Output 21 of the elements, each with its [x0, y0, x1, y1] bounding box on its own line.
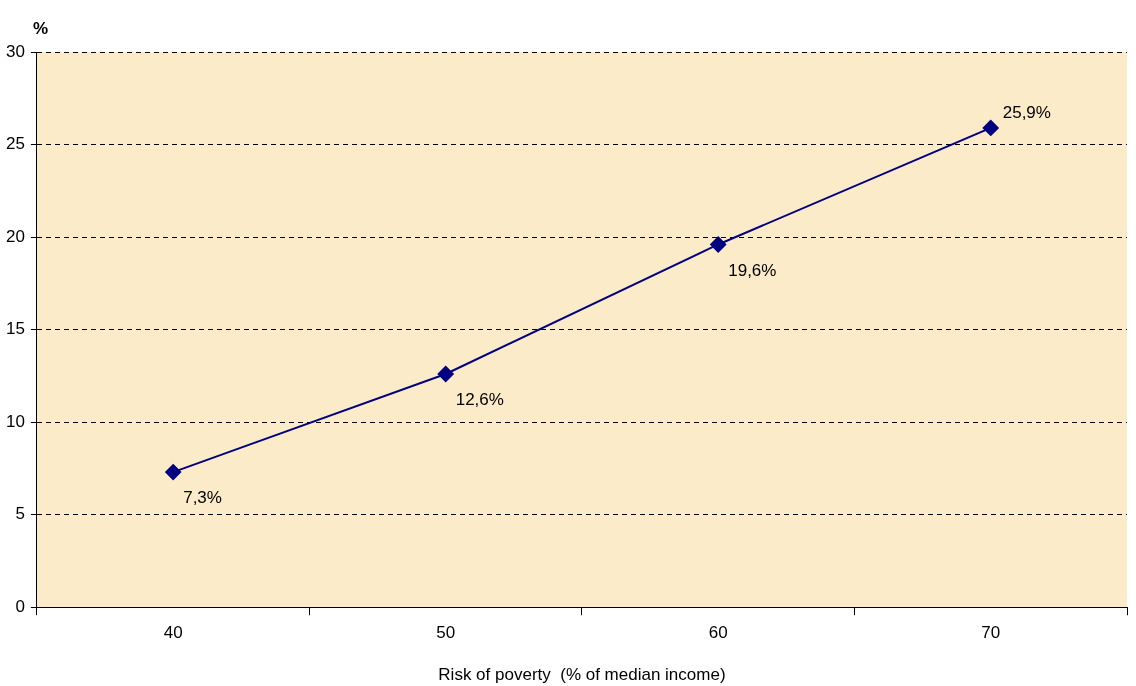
point [437, 366, 454, 383]
y-tick-label: 20 [5, 226, 25, 246]
y-tick-label: 10 [5, 411, 25, 431]
data-label: 19,6% [728, 260, 777, 280]
point [165, 464, 182, 481]
x-tick-label: 70 [981, 623, 1001, 643]
y-tick-label: 25 [5, 134, 25, 154]
y-tick-label: 30 [5, 41, 25, 61]
x-axis-title: Risk of poverty (% of median income) [438, 665, 726, 685]
data-label: 25,9% [1002, 103, 1051, 123]
y-tick-label: 15 [5, 319, 25, 339]
y-tick-label: 5 [15, 504, 25, 524]
data-label: 12,6% [455, 390, 504, 410]
y-tick-label: 0 [15, 596, 25, 616]
point [710, 236, 727, 253]
point [982, 119, 999, 136]
x-tick-label: 60 [708, 623, 728, 643]
x-tick-label: 40 [163, 623, 183, 643]
y-axis-title: % [32, 19, 49, 39]
x-tick-label: 50 [436, 623, 456, 643]
data-label: 7,3% [183, 488, 222, 508]
